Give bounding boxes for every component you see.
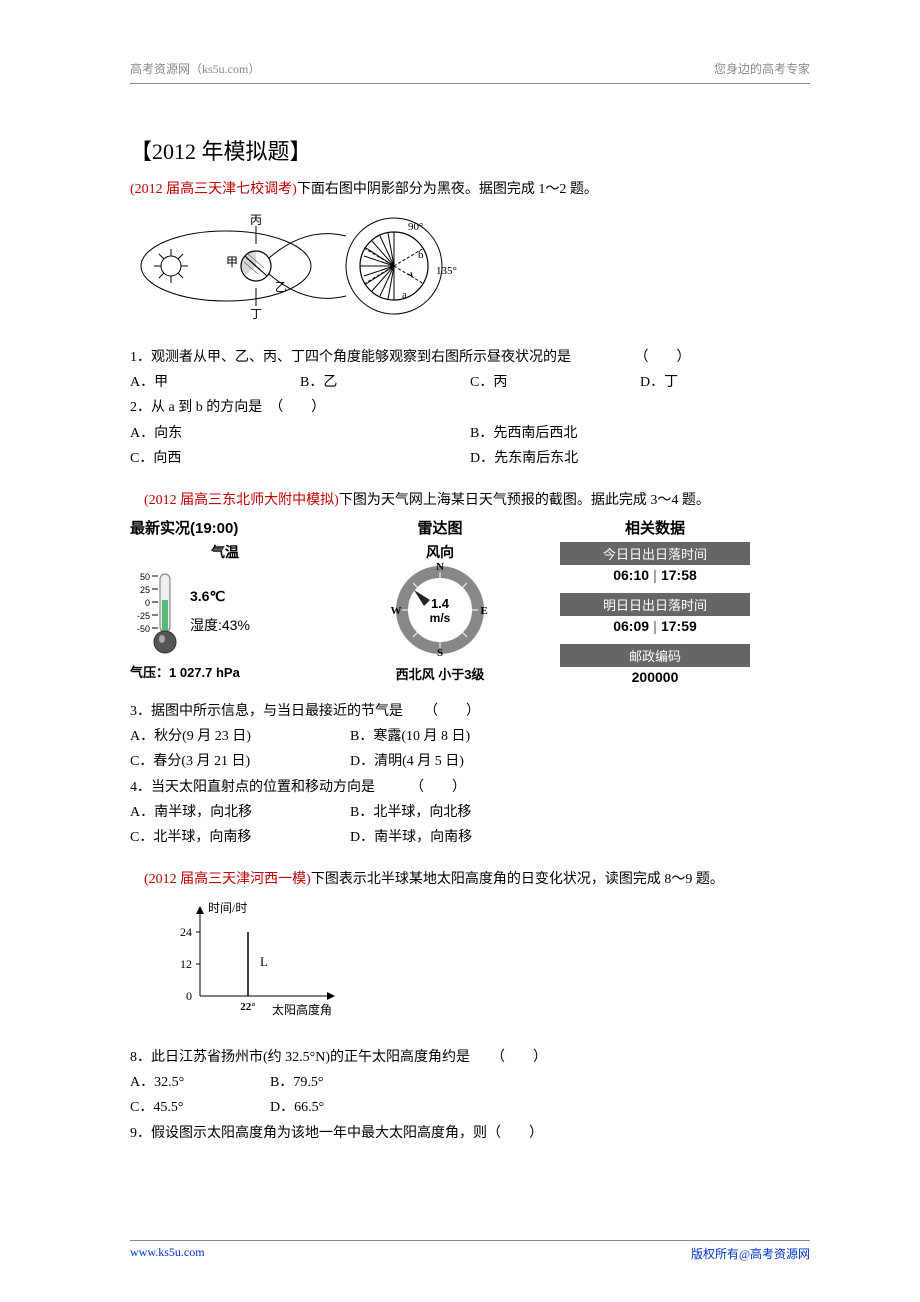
svg-text:S: S (437, 647, 443, 657)
q2-opt-d: D．先东南后东北 (470, 446, 810, 471)
q4-opt-a: A．南半球，向北移 (130, 800, 350, 825)
postcode-label: 邮政编码 (560, 644, 750, 667)
svg-text:N: N (436, 562, 444, 573)
realtime-title: 最新实况(19:00) (130, 517, 320, 538)
group1-source: (2012 届高三天津七校调考) (130, 182, 297, 197)
svg-text:-25: -25 (137, 611, 150, 621)
footer-left: www.ks5u.com (130, 1245, 205, 1262)
svg-text:12: 12 (180, 957, 192, 971)
q3-stem: 3．据图中所示信息，与当日最接近的节气是 （ ） (130, 699, 810, 724)
group1-diagram: 丙 甲 乙 丁 90° (136, 206, 810, 331)
today-time: 06:10|17:58 (560, 565, 750, 589)
q8-options-row2: C．45.5° D．66.5° (130, 1095, 810, 1120)
svg-text:1.4: 1.4 (431, 596, 450, 611)
tomorrow-time: 06:09|17:59 (560, 616, 750, 640)
q8-opt-d: D．66.5° (270, 1095, 810, 1120)
svg-text:L: L (260, 954, 268, 969)
q3-options-row1: A．秋分(9 月 23 日) B．寒露(10 月 8 日) (130, 724, 810, 749)
group2-intro-line: (2012 届高三东北师大附中模拟)下图为天气网上海某日天气预报的截图。据此完成… (130, 489, 810, 509)
page-title: 【2012 年模拟题】 (130, 134, 810, 166)
group3-chart: 时间/时 24 12 0 L 22° 太阳高度角 (160, 896, 810, 1031)
q8-opt-a: A．32.5° (130, 1070, 270, 1095)
svg-text:a: a (402, 289, 407, 301)
q2-opt-a: A．向东 (130, 421, 470, 446)
page-footer: www.ks5u.com 版权所有@高考资源网 (130, 1240, 810, 1262)
q2-options-row1: A．向东 B．先西南后西北 (130, 421, 810, 446)
svg-text:b: b (418, 249, 424, 261)
group2-source: (2012 届高三东北师大附中模拟) (144, 493, 339, 508)
svg-text:乙: 乙 (275, 280, 287, 294)
pressure: 气压：1 027.7 hPa (130, 662, 320, 681)
q1-opt-b: B．乙 (300, 370, 470, 395)
group3-intro-line: (2012 届高三天津河西一模)下图表示北半球某地太阳高度角的日变化状况，读图完… (130, 868, 810, 888)
thermometer-icon: 50 25 0 -25 -50 (130, 568, 182, 656)
svg-text:22°: 22° (240, 1001, 255, 1013)
q8-options-row1: A．32.5° B．79.5° (130, 1070, 810, 1095)
q2-stem: 2．从 a 到 b 的方向是 （ ） (130, 395, 810, 420)
q1-stem-line: 1．观测者从甲、乙、丙、丁四个角度能够观察到右图所示昼夜状况的是 （ ） (130, 345, 810, 370)
svg-text:0: 0 (145, 598, 150, 608)
svg-text:135°: 135° (436, 265, 457, 277)
svg-text:m/s: m/s (430, 611, 451, 625)
svg-text:0: 0 (186, 989, 192, 1003)
svg-text:50: 50 (140, 572, 150, 582)
q4-opt-b: B．北半球，向北移 (350, 800, 810, 825)
q1-options: A．甲 B．乙 C．丙 D．丁 (130, 370, 810, 395)
wind-desc: 西北风 小于3级 (350, 664, 530, 683)
radar-title: 雷达图 (350, 517, 530, 538)
q9-stem: 9．假设图示太阳高度角为该地一年中最大太阳高度角，则（ ） (130, 1121, 810, 1146)
svg-text:E: E (480, 605, 487, 617)
q3-opt-a: A．秋分(9 月 23 日) (130, 724, 350, 749)
q4-stem: 4．当天太阳直射点的位置和移动方向是 （ ） (130, 775, 810, 800)
svg-text:W: W (391, 605, 402, 617)
humidity: 湿度:43% (190, 615, 250, 635)
q3-opt-d: D．清明(4 月 5 日) (350, 749, 810, 774)
footer-right: 版权所有@高考资源网 (691, 1245, 810, 1262)
related-title: 相关数据 (560, 517, 750, 538)
q3-opt-b: B．寒露(10 月 8 日) (350, 724, 810, 749)
q1-stem: 1．观测者从甲、乙、丙、丁四个角度能够观察到右图所示昼夜状况的是 (130, 350, 571, 365)
today-label: 今日日出日落时间 (560, 542, 750, 565)
q2-opt-c: C．向西 (130, 446, 470, 471)
group1-intro: 下面右图中阴影部分为黑夜。据图完成 1～2 题。 (297, 182, 598, 197)
q4-options-row2: C．北半球，向南移 D．南半球，向南移 (130, 825, 810, 850)
q8-opt-b: B．79.5° (270, 1070, 810, 1095)
svg-text:25: 25 (140, 585, 150, 595)
group3-source: (2012 届高三天津河西一模) (144, 872, 311, 887)
q3-options-row2: C．春分(3 月 21 日) D．清明(4 月 5 日) (130, 749, 810, 774)
q1-blank: （ ） (635, 345, 691, 370)
q2-options-row2: C．向西 D．先东南后东北 (130, 446, 810, 471)
svg-text:太阳高度角: 太阳高度角 (272, 1002, 332, 1017)
svg-text:丙: 丙 (250, 213, 262, 227)
svg-text:90°: 90° (408, 221, 423, 233)
q8-stem: 8．此日江苏省扬州市(约 32.5°N)的正午太阳高度角约是 （ ） (130, 1045, 810, 1070)
q8-opt-c: C．45.5° (130, 1095, 270, 1120)
temp-label: 气温 (130, 542, 320, 562)
postcode: 200000 (560, 667, 750, 691)
group1-intro-line: (2012 届高三天津七校调考)下面右图中阴影部分为黑夜。据图完成 1～2 题。 (130, 178, 810, 198)
weather-widget: 最新实况(19:00) 气温 50 25 0 -25 -50 (130, 517, 810, 691)
page-header: 高考资源网（ks5u.com） 您身边的高考专家 (130, 60, 810, 84)
temp-value: 3.6℃ (190, 588, 250, 605)
group3-intro: 下图表示北半球某地太阳高度角的日变化状况，读图完成 8～9 题。 (311, 872, 724, 887)
wind-label: 风向 (350, 542, 530, 562)
tomorrow-label: 明日日出日落时间 (560, 593, 750, 616)
svg-text:时间/时: 时间/时 (208, 901, 247, 915)
header-left: 高考资源网（ks5u.com） (130, 60, 260, 77)
svg-text:24: 24 (180, 925, 192, 939)
header-right: 您身边的高考专家 (714, 60, 810, 77)
q4-opt-d: D．南半球，向南移 (350, 825, 810, 850)
svg-text:丁: 丁 (250, 307, 262, 321)
q4-options-row1: A．南半球，向北移 B．北半球，向北移 (130, 800, 810, 825)
group2-intro: 下图为天气网上海某日天气预报的截图。据此完成 3～4 题。 (339, 493, 710, 508)
q1-opt-c: C．丙 (470, 370, 640, 395)
q1-opt-d: D．丁 (640, 370, 810, 395)
q3-opt-c: C．春分(3 月 21 日) (130, 749, 350, 774)
q1-opt-a: A．甲 (130, 370, 300, 395)
q4-opt-c: C．北半球，向南移 (130, 825, 350, 850)
svg-text:甲: 甲 (226, 255, 238, 269)
q2-opt-b: B．先西南后西北 (470, 421, 810, 446)
wind-compass-icon: 1.4 m/s N W E S (350, 562, 530, 657)
svg-text:-50: -50 (137, 624, 150, 634)
